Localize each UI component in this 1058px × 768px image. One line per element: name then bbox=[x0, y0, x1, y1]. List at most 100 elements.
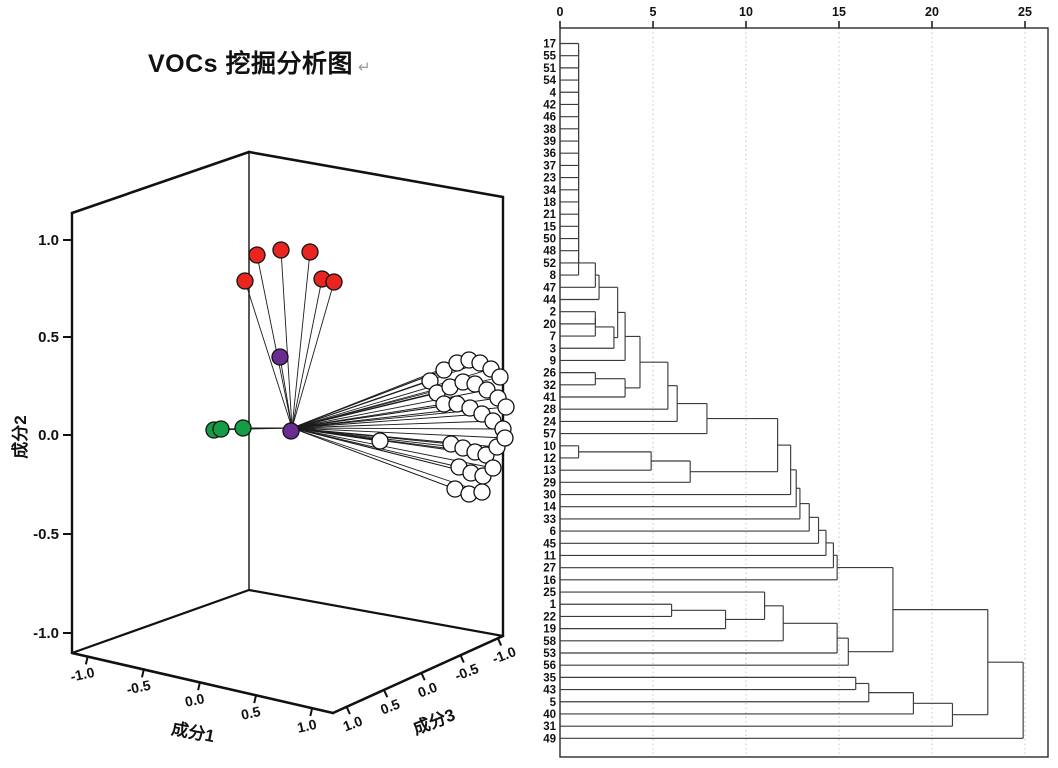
svg-text:0: 0 bbox=[557, 5, 564, 19]
svg-text:2: 2 bbox=[550, 307, 556, 319]
points-purple bbox=[271, 348, 300, 440]
svg-text:10: 10 bbox=[543, 441, 556, 453]
svg-text:36: 36 bbox=[543, 148, 556, 160]
svg-text:20: 20 bbox=[925, 5, 939, 19]
svg-text:25: 25 bbox=[1018, 5, 1032, 19]
svg-text:8: 8 bbox=[550, 270, 557, 282]
z-axis-title: 成分3 bbox=[410, 704, 458, 738]
paragraph-return-mark: ↵ bbox=[358, 59, 372, 76]
pca-3d-scatter-plot: 1.0 0.5 0.0 -0.5 -1.0 成分2 -1.0 -0.5 0.0 0.5 1.0 成分1… bbox=[10, 150, 518, 746]
svg-text:24: 24 bbox=[543, 416, 556, 428]
svg-text:47: 47 bbox=[543, 282, 556, 294]
svg-text:13: 13 bbox=[543, 465, 556, 477]
dendrogram-axis: 0 5 10 15 20 25 bbox=[557, 5, 1032, 28]
points-green bbox=[205, 419, 252, 439]
svg-text:6: 6 bbox=[550, 526, 556, 538]
svg-text:53: 53 bbox=[543, 648, 556, 660]
svg-text:7: 7 bbox=[550, 331, 556, 343]
svg-text:46: 46 bbox=[543, 112, 556, 124]
dendrogram-leaf-labels: 1755515444246383936372334182115504852847… bbox=[543, 39, 556, 746]
z-axis: 1.0 0.5 0.0 -0.5 -1.0 成分3 bbox=[341, 637, 518, 739]
svg-text:51: 51 bbox=[543, 63, 556, 75]
svg-text:5: 5 bbox=[550, 697, 557, 709]
svg-text:9: 9 bbox=[550, 355, 556, 367]
svg-text:10: 10 bbox=[739, 5, 753, 19]
svg-text:3: 3 bbox=[550, 343, 556, 355]
svg-text:35: 35 bbox=[543, 672, 556, 684]
svg-text:1.0: 1.0 bbox=[38, 232, 59, 249]
plot3d-title: VOCs 挖掘分析图 ↵ bbox=[148, 44, 371, 80]
plot3d-y-axis: 1.0 0.5 0.0 -0.5 -1.0 成分2 bbox=[10, 232, 72, 642]
svg-text:12: 12 bbox=[543, 453, 556, 465]
svg-text:31: 31 bbox=[543, 721, 556, 733]
svg-text:25: 25 bbox=[543, 587, 556, 599]
svg-text:15: 15 bbox=[543, 221, 556, 233]
svg-text:57: 57 bbox=[543, 429, 556, 441]
svg-text:23: 23 bbox=[543, 173, 556, 185]
svg-text:49: 49 bbox=[543, 733, 556, 745]
svg-text:0.5: 0.5 bbox=[240, 703, 263, 723]
svg-text:0.0: 0.0 bbox=[415, 679, 439, 701]
svg-text:0.0: 0.0 bbox=[38, 427, 59, 444]
svg-text:29: 29 bbox=[543, 477, 556, 489]
svg-text:32: 32 bbox=[543, 380, 556, 392]
svg-text:19: 19 bbox=[543, 624, 556, 636]
svg-text:-0.5: -0.5 bbox=[33, 526, 59, 543]
svg-text:-0.5: -0.5 bbox=[125, 677, 152, 698]
svg-text:20: 20 bbox=[543, 319, 556, 331]
svg-text:5: 5 bbox=[650, 5, 657, 19]
svg-text:58: 58 bbox=[543, 636, 556, 648]
svg-text:44: 44 bbox=[543, 294, 556, 306]
svg-text:55: 55 bbox=[543, 51, 556, 63]
svg-text:37: 37 bbox=[543, 160, 556, 172]
svg-text:14: 14 bbox=[543, 502, 556, 514]
cluster-dendrogram: 0 5 10 15 20 25175551544424638393637233418211… bbox=[543, 5, 1049, 758]
x-axis-title: 成分1 bbox=[170, 718, 216, 746]
svg-text:30: 30 bbox=[543, 490, 556, 502]
svg-text:27: 27 bbox=[543, 563, 556, 575]
svg-text:1: 1 bbox=[550, 599, 557, 611]
svg-text:22: 22 bbox=[543, 611, 556, 623]
svg-text:52: 52 bbox=[543, 258, 556, 270]
y-axis-title: 成分2 bbox=[10, 415, 30, 458]
svg-text:16: 16 bbox=[543, 575, 556, 587]
svg-text:1.0: 1.0 bbox=[296, 716, 319, 736]
plot3d-title-text: VOCs 挖掘分析图 bbox=[148, 50, 354, 78]
plot3d-rays bbox=[213, 249, 507, 495]
svg-text:45: 45 bbox=[543, 538, 556, 550]
svg-text:48: 48 bbox=[543, 246, 556, 258]
svg-text:33: 33 bbox=[543, 514, 556, 526]
svg-text:34: 34 bbox=[543, 185, 556, 197]
svg-text:-1.0: -1.0 bbox=[490, 643, 518, 667]
svg-text:-1.0: -1.0 bbox=[69, 664, 96, 685]
svg-text:-0.5: -0.5 bbox=[452, 660, 480, 684]
svg-text:50: 50 bbox=[543, 234, 556, 246]
plot3d-box bbox=[70, 150, 505, 715]
svg-text:0.5: 0.5 bbox=[378, 696, 402, 718]
svg-text:0.5: 0.5 bbox=[38, 329, 59, 346]
svg-text:18: 18 bbox=[543, 197, 556, 209]
svg-text:39: 39 bbox=[543, 136, 556, 148]
svg-text:54: 54 bbox=[543, 75, 556, 87]
svg-text:-1.0: -1.0 bbox=[33, 625, 59, 642]
points-white bbox=[371, 351, 515, 503]
svg-text:42: 42 bbox=[543, 99, 556, 111]
svg-text:15: 15 bbox=[832, 5, 846, 19]
svg-text:4: 4 bbox=[550, 87, 557, 99]
svg-text:26: 26 bbox=[543, 368, 556, 380]
svg-text:21: 21 bbox=[543, 209, 556, 221]
svg-text:40: 40 bbox=[543, 709, 556, 721]
svg-text:11: 11 bbox=[544, 550, 557, 562]
svg-text:38: 38 bbox=[543, 124, 556, 136]
dendrogram-links bbox=[560, 42, 1024, 739]
svg-text:56: 56 bbox=[543, 660, 556, 672]
svg-text:0.0: 0.0 bbox=[183, 690, 206, 710]
svg-text:17: 17 bbox=[543, 39, 556, 51]
svg-text:1.0: 1.0 bbox=[341, 712, 365, 734]
points-red bbox=[236, 241, 343, 291]
svg-text:43: 43 bbox=[543, 685, 556, 697]
svg-text:28: 28 bbox=[543, 404, 556, 416]
svg-text:41: 41 bbox=[543, 392, 556, 404]
dendrogram-gridlines bbox=[559, 28, 1026, 757]
